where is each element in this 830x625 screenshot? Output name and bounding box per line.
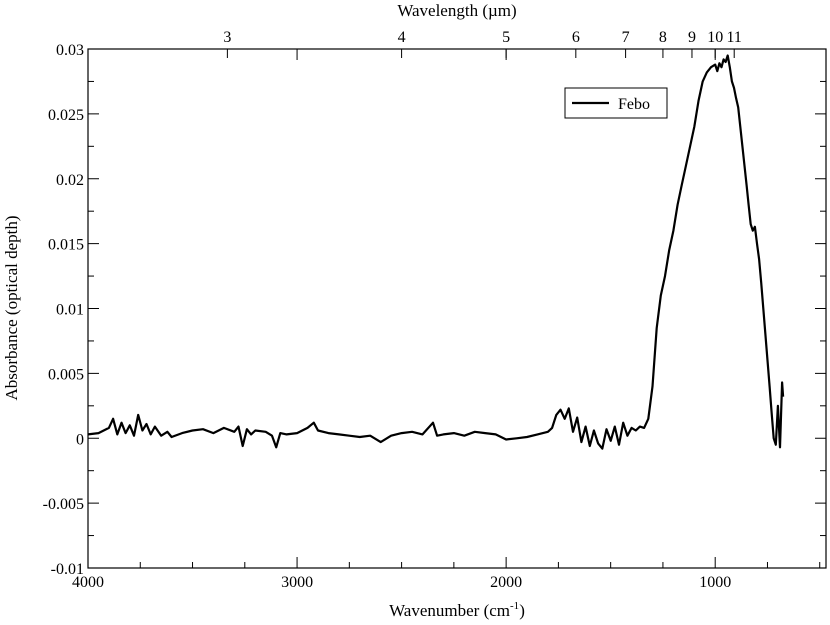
x-axis-title-close: ) xyxy=(519,601,525,620)
y-tick-label: 0.02 xyxy=(56,172,84,189)
y-tick-label: 0.005 xyxy=(48,366,84,383)
top-tick-label: 11 xyxy=(726,29,741,46)
y-tick-label: -0.01 xyxy=(51,561,84,578)
plot-area xyxy=(87,48,827,569)
x-tick-label: 2000 xyxy=(490,574,522,591)
legend-label-febo: Febo xyxy=(618,96,650,113)
top-tick-label: 4 xyxy=(398,29,406,46)
x-tick-label: 3000 xyxy=(281,574,313,591)
top-tick-label: 10 xyxy=(707,29,723,46)
y-tick-label: 0.03 xyxy=(56,42,84,59)
series-line-febo xyxy=(87,54,785,450)
top-tick-label: 7 xyxy=(622,29,630,46)
x-axis-title: Wavenumber (cm-1) xyxy=(389,600,525,620)
axis-ticks xyxy=(87,48,826,569)
x-tick-label: 4000 xyxy=(72,574,104,591)
y-tick-label: 0.025 xyxy=(48,107,84,124)
y-tick-label: 0.015 xyxy=(48,237,84,254)
y-tick-label: -0.005 xyxy=(43,496,84,513)
y-axis-title: Absorbance (optical depth) xyxy=(2,215,21,400)
x-axis-title-superscript: -1 xyxy=(510,600,519,612)
top-tick-label: 9 xyxy=(688,29,696,46)
top-axis-title: Wavelength (µm) xyxy=(397,1,516,20)
top-tick-label: 8 xyxy=(659,29,667,46)
tick-labels: 4000 3000 2000 1000 -0.01 -0.005 0 0.005 0.01 0.0… xyxy=(43,29,742,591)
y-tick-label: 0.01 xyxy=(56,302,84,319)
x-tick-label: 1000 xyxy=(699,574,731,591)
top-tick-label: 6 xyxy=(572,29,580,46)
legend: Febo xyxy=(564,87,668,119)
top-tick-label: 3 xyxy=(223,29,231,46)
y-tick-label: 0 xyxy=(76,431,84,448)
x-axis-title-main: Wavenumber (cm xyxy=(389,601,510,620)
top-tick-label: 5 xyxy=(502,29,510,46)
